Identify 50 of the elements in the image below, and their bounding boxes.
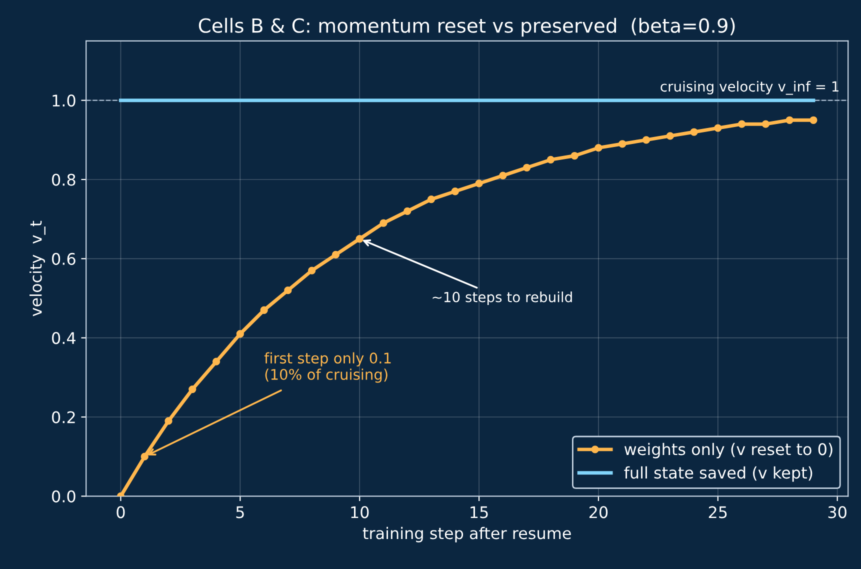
x-tick-label: 15: [470, 506, 488, 518]
x-tick-label: 10: [351, 506, 369, 518]
point: [308, 266, 316, 274]
y-tick-label: 0.8: [52, 174, 76, 186]
chart-title: Cells B & C: momentum reset vs preserved (beta=0.9): [198, 18, 735, 37]
legend-label: full state saved (v kept): [624, 466, 812, 482]
point: [570, 152, 578, 160]
point: [164, 417, 172, 425]
point: [618, 140, 626, 148]
point: [714, 124, 722, 132]
y-tick-label: 1.0: [52, 94, 76, 107]
annotation: ~10 steps to rebuild: [432, 292, 572, 305]
annotation: first step only 0.1 (10% of cruising): [264, 352, 391, 383]
x-tick-label: 0: [116, 506, 125, 518]
point: [594, 144, 602, 152]
point: [475, 180, 483, 188]
y-axis-title: velocity v_t: [30, 220, 46, 316]
point: [188, 385, 196, 394]
point: [786, 116, 794, 124]
x-tick-label: 30: [828, 506, 846, 518]
point: [738, 120, 746, 128]
point: [666, 132, 674, 140]
ref-line-label: cruising velocity v_inf = 1: [660, 80, 838, 95]
y-tick-label: 0.2: [52, 411, 75, 424]
point: [284, 286, 292, 294]
y-tick-label: 0.0: [52, 490, 76, 502]
point: [522, 164, 531, 172]
point: [810, 116, 818, 124]
x-tick-label: 5: [236, 506, 244, 518]
point: [212, 358, 220, 366]
y-tick-label: 0.4: [52, 332, 76, 344]
point: [332, 250, 340, 259]
point: [380, 219, 388, 227]
point: [642, 136, 650, 144]
point: [499, 172, 507, 180]
point: [140, 452, 148, 460]
point: [356, 235, 364, 243]
x-axis-title: training step after resume: [362, 526, 571, 542]
point: [762, 120, 770, 128]
point: [451, 188, 459, 196]
point: [236, 330, 244, 338]
x-tick-label: 25: [708, 506, 727, 518]
point: [546, 156, 555, 164]
legend-label: weights only (v reset to 0): [624, 442, 832, 458]
point: [260, 306, 268, 314]
point: [690, 128, 698, 136]
point: [404, 207, 412, 215]
y-tick-label: 0.6: [52, 252, 76, 265]
point: [427, 195, 436, 204]
x-tick-label: 20: [589, 506, 608, 518]
